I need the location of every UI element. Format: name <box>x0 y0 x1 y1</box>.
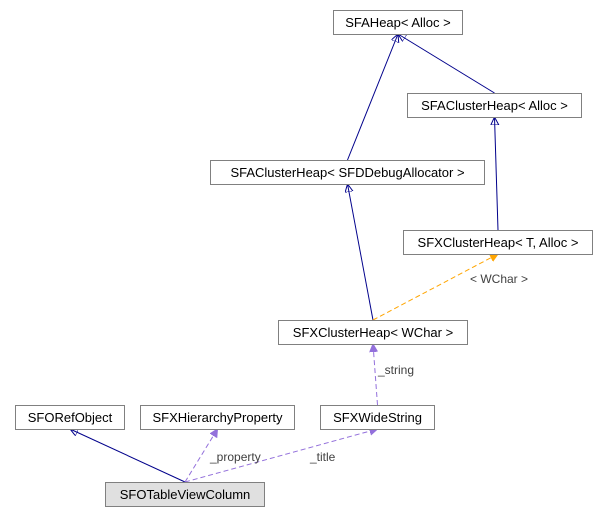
edge-sfxclusterheap_wchar-sfaclusterheap_debug <box>348 184 374 320</box>
node-sfxclusterheap_wchar[interactable]: SFXClusterHeap< WChar > <box>278 320 468 345</box>
node-sfaheap[interactable]: SFAHeap< Alloc > <box>333 10 463 35</box>
edge-label-5: _string <box>378 363 414 377</box>
node-sfxclusterheap_t[interactable]: SFXClusterHeap< T, Alloc > <box>403 230 593 255</box>
edge-label-7: _property <box>210 450 261 464</box>
node-sfaclusterheap_debug[interactable]: SFAClusterHeap< SFDDebugAllocator > <box>210 160 485 185</box>
node-sforefobject[interactable]: SFORefObject <box>15 405 125 430</box>
node-sfaclusterheap_alloc[interactable]: SFAClusterHeap< Alloc > <box>407 93 582 118</box>
node-sfxhierarchy[interactable]: SFXHierarchyProperty <box>140 405 295 430</box>
edge-sfotablecolumn-sforefobject <box>70 429 185 482</box>
edge-sfxclusterheap_wchar-sfxclusterheap_t <box>373 254 498 320</box>
edge-sfxwidestring-sfxclusterheap_wchar <box>373 344 378 405</box>
edge-label-4: < WChar > <box>470 272 528 286</box>
edge-sfaclusterheap_debug-sfaheap <box>348 34 399 160</box>
edge-sfaclusterheap_alloc-sfaheap <box>398 34 495 93</box>
edges-svg <box>0 0 605 515</box>
node-sfotablecolumn[interactable]: SFOTableViewColumn <box>105 482 265 507</box>
edge-label-8: _title <box>310 450 335 464</box>
node-sfxwidestring[interactable]: SFXWideString <box>320 405 435 430</box>
edge-sfxclusterheap_t-sfaclusterheap_alloc <box>495 117 499 230</box>
